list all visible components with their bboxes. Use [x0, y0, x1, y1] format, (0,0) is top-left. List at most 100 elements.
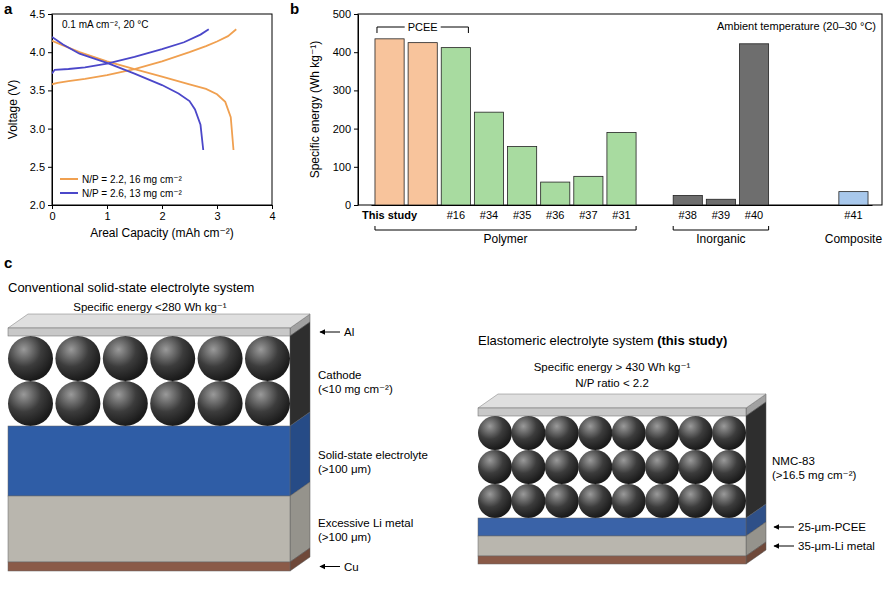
y-axis-title: Specific energy (Wh kg⁻¹) [308, 41, 322, 179]
particle [511, 484, 545, 518]
tick: #39 [712, 209, 730, 221]
particle [8, 381, 53, 426]
layer-label: Cu [344, 561, 359, 573]
x-axis: This study#16#34#35#36#37#31#38#39#40#41 [362, 206, 872, 221]
arrow [320, 332, 340, 333]
particle [612, 450, 646, 484]
particle [103, 336, 148, 381]
particle [511, 416, 545, 450]
layer-side [746, 542, 766, 564]
legend: N/P = 2.2, 16 mg cm⁻²N/P = 2.6, 13 mg cm… [60, 174, 183, 199]
tick: #41 [844, 209, 862, 221]
tick-mark [217, 205, 218, 209]
tick-mark [48, 167, 52, 168]
tick-label: #16 [447, 209, 465, 221]
tick-label: #34 [480, 209, 498, 221]
layer-side [290, 412, 310, 496]
particle [578, 450, 612, 484]
tick: #31 [612, 209, 630, 221]
particle [645, 450, 679, 484]
y-axis: 2.02.53.03.54.04.5 [30, 8, 53, 211]
particle [545, 416, 579, 450]
arrow [320, 566, 340, 567]
annotation: Ambient temperature (20–30 °C) [717, 20, 876, 32]
tick-label: #36 [546, 209, 564, 221]
layer-side [290, 322, 310, 426]
tick-label: 4.0 [30, 46, 45, 58]
bar [607, 132, 636, 205]
tick-mark [162, 205, 163, 209]
tick-label: #41 [844, 209, 862, 221]
tick-mark [107, 205, 108, 209]
tick-label: 0 [49, 210, 55, 222]
axis-line [358, 15, 359, 206]
tick: 100 [333, 161, 358, 173]
diagram-note: Specific energy <280 Wh kg⁻¹ [73, 301, 227, 313]
tick-mark [48, 129, 52, 130]
tick: 4.0 [30, 46, 52, 58]
tick-mark [48, 205, 52, 206]
particle [478, 450, 512, 484]
layer [8, 328, 290, 336]
bar [839, 192, 868, 205]
particle [55, 381, 100, 426]
particle [150, 381, 195, 426]
tick: 4.5 [30, 8, 52, 20]
group-bracket [375, 226, 636, 230]
particle [712, 416, 746, 450]
diagram-title: Conventional solid-state electrolyte sys… [8, 280, 254, 295]
tick-mark [354, 14, 358, 15]
axis-line [372, 205, 873, 206]
layer [8, 426, 290, 496]
tick: 2.0 [30, 199, 52, 211]
layer-side [746, 402, 766, 518]
tick: 200 [333, 123, 358, 135]
bar [706, 199, 735, 205]
legend-label: N/P = 2.2, 16 mg cm⁻² [82, 174, 183, 185]
layer [478, 518, 746, 536]
tick: 0 [345, 199, 358, 211]
particle [245, 336, 290, 381]
particle [198, 381, 243, 426]
layer-stack [8, 314, 310, 571]
line [52, 29, 209, 150]
tick-label: 300 [333, 84, 351, 96]
bracket-label: PCEE [408, 21, 438, 33]
tick-label: #39 [712, 209, 730, 221]
particle [712, 484, 746, 518]
tick: #38 [679, 209, 697, 221]
tick: #37 [579, 209, 597, 221]
particle [245, 381, 290, 426]
bar [673, 195, 702, 205]
tick: 3.0 [30, 123, 52, 135]
particle [150, 336, 195, 381]
bar [574, 176, 603, 205]
title-part: Elastomeric electrolyte system [478, 333, 657, 348]
group-bracket [673, 226, 768, 230]
bar [541, 182, 570, 205]
tick-label: 100 [333, 161, 351, 173]
layer [478, 536, 746, 556]
tick-mark [272, 205, 273, 209]
tick-mark [354, 129, 358, 130]
arrow [774, 546, 794, 547]
bar [508, 147, 537, 205]
tick: 4 [269, 205, 275, 222]
group-label: Inorganic [696, 232, 745, 246]
tick-mark [48, 14, 52, 15]
title-emphasis: (this study) [657, 333, 727, 348]
axis-line [52, 15, 53, 206]
tick-label: 400 [333, 46, 351, 58]
particle [645, 416, 679, 450]
tick-label: 3 [214, 210, 220, 222]
particle [478, 416, 512, 450]
panel-c: c Conventional solid-state electrolyte sy… [4, 254, 875, 573]
y-axis-title: Voltage (V) [6, 80, 20, 139]
tick-label: #31 [612, 209, 630, 221]
tick-label: 2.0 [30, 199, 45, 211]
panel-label: a [4, 0, 13, 17]
panel-label: c [4, 254, 12, 271]
tick-label: #35 [513, 209, 531, 221]
layer [8, 562, 290, 571]
tick-mark [354, 52, 358, 53]
